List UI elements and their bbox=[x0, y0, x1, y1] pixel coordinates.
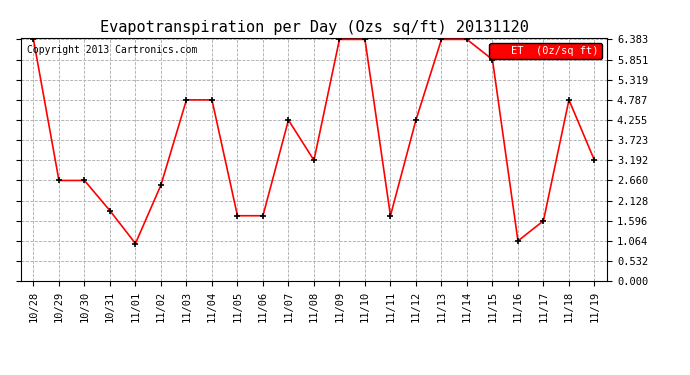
Title: Evapotranspiration per Day (Ozs sq/ft) 20131120: Evapotranspiration per Day (Ozs sq/ft) 2… bbox=[99, 20, 529, 35]
Text: Copyright 2013 Cartronics.com: Copyright 2013 Cartronics.com bbox=[26, 45, 197, 55]
Legend: ET  (0z/sq ft): ET (0z/sq ft) bbox=[489, 43, 602, 59]
